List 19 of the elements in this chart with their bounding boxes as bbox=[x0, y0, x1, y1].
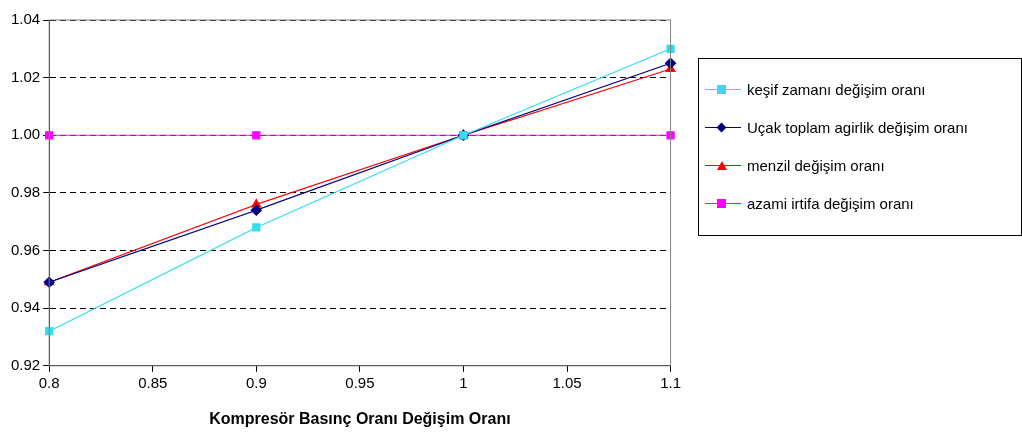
legend-label: azami irtifa değişim oranı bbox=[747, 194, 914, 214]
y-tick-label: 0.94 bbox=[10, 298, 41, 316]
y-tick-label: 1.04 bbox=[10, 10, 41, 28]
x-axis-title: Kompresör Basınç Oranı Değişim Oranı bbox=[209, 409, 511, 427]
x-tick-label: 0.8 bbox=[38, 373, 60, 391]
x-tick-label: 1.1 bbox=[660, 373, 681, 391]
y-tick-label: 0.92 bbox=[10, 355, 41, 373]
legend-label: Uçak toplam agirlik değişim oranı bbox=[747, 118, 968, 138]
legend-label: menzil değişim oranı bbox=[747, 156, 885, 176]
y-tick-label: 1.00 bbox=[10, 125, 41, 143]
y-tick-label: 0.96 bbox=[10, 240, 41, 258]
legend-label: keşif zamanı değişim oranı bbox=[747, 80, 926, 100]
x-tick-label: 1 bbox=[459, 373, 468, 391]
y-tick-label: 0.98 bbox=[10, 183, 41, 201]
x-tick-label: 1.05 bbox=[552, 373, 582, 391]
x-tick-label: 0.95 bbox=[345, 373, 375, 391]
y-tick-label: 1.02 bbox=[10, 67, 41, 85]
x-tick-label: 0.9 bbox=[245, 373, 267, 391]
x-tick-label: 0.85 bbox=[138, 373, 168, 391]
